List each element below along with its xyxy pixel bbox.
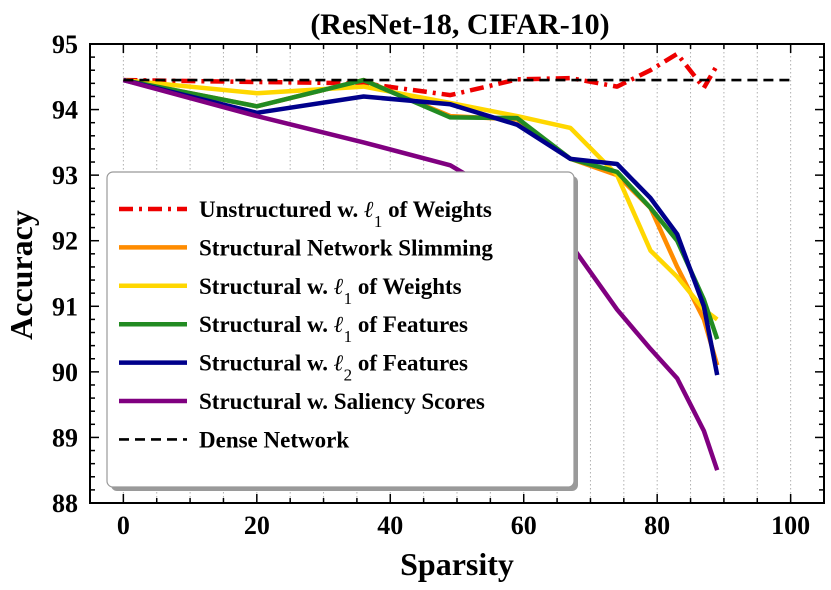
series-layer — [122, 51, 791, 471]
y-tick-label-93: 93 — [52, 161, 78, 190]
y-tick-label-90: 90 — [52, 358, 78, 387]
y-axis-label: Accuracy — [3, 210, 39, 340]
legend-label-1: Structural Network Slimming — [199, 235, 493, 260]
legend-label-5: Structural w. Saliency Scores — [199, 389, 485, 414]
x-tick-label-100: 100 — [771, 511, 810, 540]
series-line-4 — [122, 77, 720, 376]
x-axis-label: Sparsity — [400, 546, 514, 582]
x-tick-label-0: 0 — [117, 511, 130, 540]
legend-label-3: Structural w. ℓ1 of Features — [199, 312, 468, 346]
legend-label-0: Unstructured w. ℓ1 of Weights — [199, 197, 492, 231]
ticks: 0 20 40 60 80 100 88 89 90 91 92 93 94 95 — [52, 30, 824, 540]
y-tick-label-89: 89 — [52, 423, 78, 452]
x-tick-label-80: 80 — [644, 511, 670, 540]
y-tick-label-91: 91 — [52, 292, 78, 321]
y-tick-label-94: 94 — [52, 96, 78, 125]
y-tick-label-92: 92 — [52, 227, 78, 256]
y-tick-label-88: 88 — [52, 489, 78, 518]
legend-label-4: Structural w. ℓ2 of Features — [199, 351, 468, 385]
chart-title: (ResNet-18, CIFAR-10) — [310, 8, 609, 41]
x-tick-label-40: 40 — [377, 511, 403, 540]
y-tick-label-95: 95 — [52, 30, 78, 59]
x-tick-label-20: 20 — [244, 511, 270, 540]
series-line-0 — [123, 51, 720, 98]
legend: Unstructured w. ℓ1 of Weights Structural … — [106, 171, 578, 491]
legend-label-2: Structural w. ℓ1 of Weights — [199, 274, 462, 308]
legend-label-6: Dense Network — [199, 427, 349, 452]
x-tick-label-60: 60 — [511, 511, 537, 540]
legend-box — [106, 171, 575, 488]
